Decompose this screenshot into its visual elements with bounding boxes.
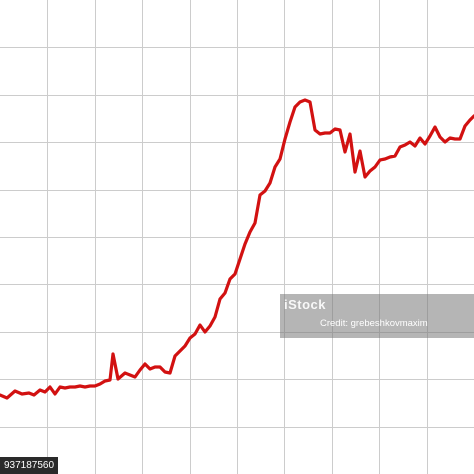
watermark-logo: iStock bbox=[284, 297, 327, 312]
watermark-credit: Credit: grebeshkovmaxim bbox=[320, 318, 428, 329]
series-line-0 bbox=[0, 98, 474, 400]
series-layer bbox=[0, 98, 474, 400]
stock-id-tag: 937187560 bbox=[0, 457, 59, 474]
watermark: iStock Credit: grebeshkovmaxim bbox=[280, 294, 474, 338]
